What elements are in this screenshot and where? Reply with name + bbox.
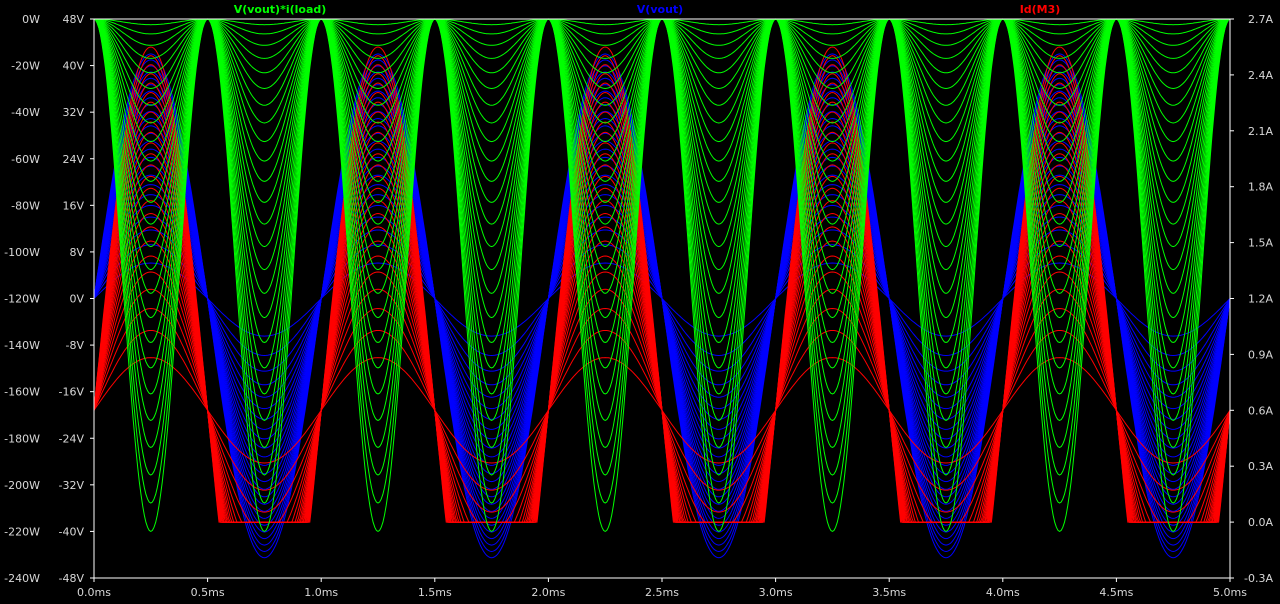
y-tick-label-current: 1.5A (1248, 237, 1273, 250)
trace-line (94, 18, 1230, 26)
y-tick-label-voltage: 24V (62, 153, 84, 166)
y-tick-label-current: 2.1A (1248, 125, 1273, 138)
y-tick-label-power: -40W (11, 106, 40, 119)
y-tick-label-voltage: -8V (66, 339, 85, 352)
trace-line (93, 18, 1231, 344)
y-tick-label-voltage: -32V (59, 479, 85, 492)
trace-line (93, 140, 1231, 466)
trace-line (93, 77, 1231, 533)
y-tick-label-power: -80W (11, 199, 40, 212)
y-tick-label-current: -0.3A (1244, 572, 1273, 585)
trace-line (93, 131, 1231, 523)
trace-line (93, 18, 1231, 421)
x-tick-label: 3.5ms (872, 586, 906, 599)
trace-labels: V(vout)*i(load) V(vout) Id(M3) (234, 3, 1061, 16)
y-tick-label-current: 0.9A (1248, 348, 1273, 361)
y-tick-label-voltage: -48V (59, 572, 85, 585)
y-tick-label-voltage: 0V (69, 293, 84, 306)
y-tick-label-current: 0.3A (1248, 460, 1273, 473)
y-tick-label-current: 2.7A (1248, 13, 1273, 26)
x-tick-label: 2.0ms (531, 586, 565, 599)
y-tick-label-power: -240W (4, 572, 40, 585)
x-tick-label: 4.5ms (1099, 586, 1133, 599)
trace-line (93, 18, 1231, 532)
trace-line (93, 18, 1231, 162)
axis-ticks: 0.0ms 0.5ms 1.0ms 1.5ms 2.0ms 2.5ms 3.0ms 3.5ms… (4, 13, 1273, 599)
trace-line (93, 125, 1231, 483)
trace-label[interactable]: V(vout)*i(load) (234, 3, 327, 16)
trace-line (93, 18, 1231, 395)
x-tick-label: 4.0ms (986, 586, 1020, 599)
trace-label[interactable]: V(vout) (637, 3, 683, 16)
trace-line (93, 226, 1231, 523)
trace-line (93, 121, 1231, 523)
x-tick-label: 0.0ms (77, 586, 111, 599)
trace-line (93, 164, 1231, 523)
trace-line (93, 175, 1231, 523)
y-tick-label-voltage: 8V (69, 246, 84, 259)
y-tick-label-current: 1.2A (1248, 293, 1273, 306)
y-tick-label-voltage: 16V (62, 199, 84, 212)
x-tick-label: 0.5ms (191, 586, 225, 599)
y-tick-label-current: 1.8A (1248, 181, 1273, 194)
y-tick-label-power: -220W (4, 525, 40, 538)
y-tick-label-power: -20W (11, 60, 40, 73)
y-tick-label-voltage: -24V (59, 432, 85, 445)
trace-line (93, 84, 1231, 526)
y-tick-label-current: 0.0A (1248, 516, 1273, 529)
x-tick-label: 2.5ms (645, 586, 679, 599)
trace-line (93, 18, 1231, 319)
traces (93, 18, 1231, 559)
y-tick-label-current: 2.4A (1248, 69, 1273, 82)
trace-line (93, 240, 1231, 523)
y-tick-label-power: 0W (22, 13, 40, 26)
y-tick-label-power: -140W (4, 339, 40, 352)
trace-line (93, 111, 1231, 523)
y-tick-label-current: 0.6A (1248, 404, 1273, 417)
y-tick-label-voltage: -16V (59, 386, 85, 399)
y-tick-label-voltage: -40V (59, 525, 85, 538)
y-tick-label-power: -100W (4, 246, 40, 259)
y-tick-label-power: -160W (4, 386, 40, 399)
x-tick-label: 1.0ms (304, 586, 338, 599)
trace-line (94, 18, 1230, 35)
trace-label[interactable]: Id(M3) (1020, 3, 1061, 16)
y-tick-label-voltage: 32V (62, 106, 84, 119)
trace-line (93, 117, 1231, 490)
trace-line (93, 53, 1231, 559)
trace-line (93, 18, 1231, 369)
y-tick-label-power: -60W (11, 153, 40, 166)
trace-line (93, 90, 1231, 519)
y-tick-label-voltage: 40V (62, 60, 84, 73)
trace-line (93, 18, 1231, 271)
y-tick-label-power: -200W (4, 479, 40, 492)
trace-line (93, 18, 1231, 124)
trace-line (93, 165, 1231, 440)
x-tick-label: 3.0ms (759, 586, 793, 599)
trace-line (93, 97, 1231, 512)
x-tick-label: 5.0ms (1213, 586, 1247, 599)
trace-line (93, 18, 1231, 46)
y-tick-label-power: -180W (4, 432, 40, 445)
y-tick-label-voltage: 48V (62, 13, 84, 26)
x-tick-label: 1.5ms (418, 586, 452, 599)
trace-line (93, 153, 1231, 523)
y-tick-label-power: -120W (4, 293, 40, 306)
